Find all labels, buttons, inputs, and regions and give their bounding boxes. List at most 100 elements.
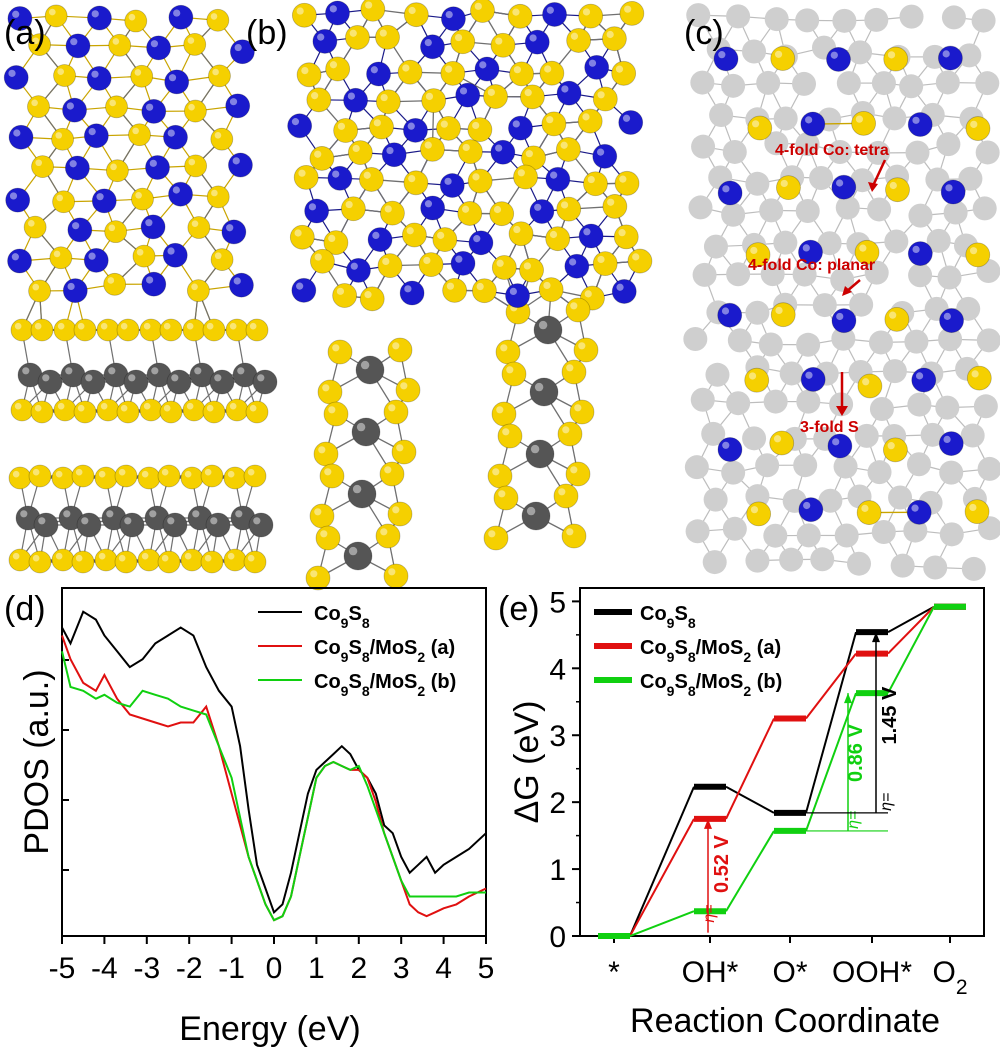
s-atom bbox=[884, 47, 908, 71]
atom-highlight bbox=[212, 69, 219, 76]
s-atom bbox=[72, 551, 94, 573]
s-atom bbox=[29, 280, 51, 302]
co-atom bbox=[908, 113, 932, 137]
atom-highlight bbox=[597, 149, 604, 156]
panel-label-a: (a) bbox=[4, 14, 46, 52]
atom-highlight bbox=[328, 406, 335, 413]
background-atom bbox=[973, 196, 997, 220]
atom-highlight bbox=[889, 312, 896, 319]
s-atom bbox=[360, 287, 384, 311]
background-atom bbox=[765, 7, 789, 31]
atom-highlight bbox=[525, 89, 532, 96]
atom-highlight bbox=[496, 406, 503, 413]
atom-highlight bbox=[58, 403, 65, 410]
s-atom bbox=[614, 225, 638, 249]
free-energy-y-tick-label: 2 bbox=[549, 787, 566, 820]
atom-highlight bbox=[623, 115, 630, 122]
s-atom bbox=[32, 156, 54, 178]
atom-highlight bbox=[56, 471, 63, 478]
atom-highlight bbox=[301, 67, 308, 74]
background-atom bbox=[723, 140, 747, 164]
s-atom bbox=[539, 278, 563, 302]
atom-highlight bbox=[513, 226, 520, 233]
background-atom bbox=[837, 71, 861, 95]
atom-highlight bbox=[164, 323, 171, 330]
background-atom bbox=[935, 396, 959, 420]
background-atom bbox=[686, 519, 710, 543]
background-atom bbox=[972, 9, 996, 33]
background-atom bbox=[764, 390, 788, 414]
atom-highlight bbox=[81, 517, 88, 524]
co-atom bbox=[451, 251, 475, 275]
atom-highlight bbox=[862, 378, 869, 385]
atom-highlight bbox=[890, 182, 897, 189]
atom-highlight bbox=[210, 517, 217, 524]
atom-highlight bbox=[211, 190, 218, 197]
s-atom bbox=[620, 1, 644, 25]
pdos-x-tick-label: -5 bbox=[49, 952, 76, 985]
atom-highlight bbox=[192, 510, 199, 517]
atom-highlight bbox=[775, 51, 782, 58]
s-atom bbox=[9, 549, 31, 571]
co-atom bbox=[382, 143, 406, 167]
atom-highlight bbox=[15, 403, 22, 410]
annotation-tetra: 4-fold Co: tetra bbox=[775, 142, 889, 159]
co-atom bbox=[4, 66, 28, 90]
s-atom bbox=[491, 33, 515, 57]
atom-highlight bbox=[65, 367, 72, 374]
co-atom bbox=[718, 303, 742, 327]
atom-highlight bbox=[722, 307, 729, 314]
atom-highlight bbox=[226, 224, 233, 231]
s-atom bbox=[392, 440, 416, 464]
mo-atom bbox=[34, 513, 58, 537]
mo-atom bbox=[344, 542, 372, 570]
atom-highlight bbox=[144, 403, 151, 410]
atom-highlight bbox=[151, 367, 158, 374]
atom-highlight bbox=[479, 61, 486, 68]
co-atom bbox=[346, 258, 370, 282]
atom-highlight bbox=[619, 176, 626, 183]
atom-highlight bbox=[108, 277, 115, 284]
atom-highlight bbox=[33, 555, 40, 562]
atom-highlight bbox=[228, 471, 235, 478]
atom-highlight bbox=[314, 508, 321, 515]
s-atom bbox=[490, 202, 514, 226]
atom-highlight bbox=[569, 258, 576, 265]
atom-highlight bbox=[85, 374, 92, 381]
co-atom bbox=[368, 228, 392, 252]
atom-highlight bbox=[803, 244, 810, 251]
s-atom bbox=[208, 65, 230, 87]
background-atom bbox=[726, 262, 750, 286]
atom-highlight bbox=[598, 91, 605, 98]
s-atom bbox=[9, 467, 31, 489]
s-atom bbox=[857, 501, 881, 525]
atom-highlight bbox=[28, 220, 35, 227]
atom-highlight bbox=[856, 116, 863, 123]
atom-highlight bbox=[544, 65, 551, 72]
atom-highlight bbox=[346, 201, 353, 208]
s-atom bbox=[770, 431, 794, 455]
pdos-x-axis-label: Energy (eV) bbox=[179, 1010, 360, 1048]
atom-highlight bbox=[15, 323, 22, 330]
panel-label-b: (b) bbox=[246, 14, 288, 52]
background-atom bbox=[726, 391, 750, 415]
atom-highlight bbox=[257, 374, 264, 381]
s-atom bbox=[183, 319, 205, 341]
background-atom bbox=[976, 140, 1000, 164]
atom-highlight bbox=[228, 553, 235, 560]
background-atom bbox=[796, 390, 820, 414]
background-atom bbox=[773, 231, 797, 255]
atom-highlight bbox=[510, 288, 517, 295]
s-atom bbox=[184, 100, 206, 122]
atom-highlight bbox=[775, 307, 782, 314]
s-atom bbox=[181, 467, 203, 489]
s-atom bbox=[567, 28, 591, 52]
co-atom bbox=[328, 166, 352, 190]
atom-highlight bbox=[13, 129, 20, 136]
atom-highlight bbox=[722, 185, 729, 192]
s-atom bbox=[203, 319, 225, 341]
atom-highlight bbox=[477, 283, 484, 290]
background-atom bbox=[721, 461, 745, 485]
atom-highlight bbox=[248, 469, 255, 476]
